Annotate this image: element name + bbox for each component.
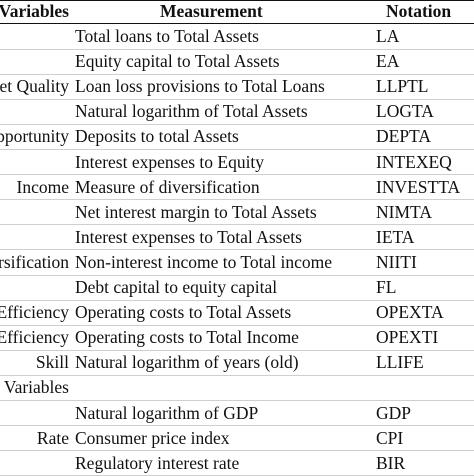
row-divider <box>0 450 474 452</box>
variable-cell: Income <box>16 176 69 197</box>
variable-cell: Skill <box>35 352 69 373</box>
row-divider <box>0 199 474 201</box>
row-divider <box>0 123 474 125</box>
notation-cell: NIMTA <box>376 201 432 222</box>
row-divider <box>0 98 474 100</box>
notation-cell: EA <box>376 51 400 72</box>
notation-cell: OPEXTA <box>376 302 444 323</box>
notation-cell: NIITI <box>376 251 417 272</box>
row-divider <box>0 400 474 401</box>
notation-cell: LLIFE <box>376 352 424 373</box>
row-divider <box>0 249 474 251</box>
notation-cell: CPI <box>376 427 404 448</box>
measurement-cell: Consumer price index <box>75 427 230 448</box>
measurement-cell: Natural logarithm of GDP <box>75 402 259 423</box>
variable-cell: Efficiency <box>0 327 69 348</box>
row-divider <box>0 324 474 326</box>
measurement-cell: Non-interest income to Total income <box>75 251 332 272</box>
table-row: Efficiency Operating costs to Total Asset… <box>0 300 474 325</box>
variable-cell: Opportunity <box>0 126 69 147</box>
row-divider <box>0 374 474 376</box>
table-top-rule <box>0 0 474 1</box>
measurement-cell: Natural logarithm of years (old) <box>75 352 299 373</box>
variable-cell: Efficiency <box>0 302 69 323</box>
measurement-cell: Measure of diversification <box>75 176 260 197</box>
measurement-cell: Interest expenses to Total Assets <box>75 226 302 247</box>
table-row: Regulatory interest rate BIR <box>0 451 474 476</box>
table-row: Income Measure of diversification INVESTTA <box>0 175 474 200</box>
measurement-cell: Equity capital to Total Assets <box>75 51 280 72</box>
table-header-rule <box>0 23 474 24</box>
measurement-cell: Operating costs to Total Income <box>75 327 299 348</box>
row-divider <box>0 299 474 301</box>
notation-cell: IETA <box>376 226 415 247</box>
notation-cell: LOGTA <box>376 101 434 122</box>
table-row: Variables <box>0 375 474 400</box>
variable-cell: Asset Quality <box>0 76 69 97</box>
header-notation: Notation <box>386 1 452 21</box>
table-row: Debt capital to equity capital FL <box>0 275 474 300</box>
table-row: Interest expenses to Total Assets IETA <box>0 225 474 250</box>
measurement-cell: Debt capital to equity capital <box>75 277 278 297</box>
row-divider <box>0 224 474 226</box>
notation-cell: OPEXTI <box>376 327 439 348</box>
measurement-cell: Loan loss provisions to Total Loans <box>75 76 325 97</box>
header-variables: Variables <box>0 1 69 21</box>
table-row: Efficiency Operating costs to Total Incom… <box>0 325 474 350</box>
variable-cell: Rate <box>36 427 69 448</box>
notation-cell: LA <box>376 26 400 46</box>
measurement-cell: Natural logarithm of Total Assets <box>75 101 308 122</box>
measurement-cell: Interest expenses to Equity <box>75 151 265 172</box>
measurement-cell: Net interest margin to Total Assets <box>75 201 317 222</box>
measurement-cell: Deposits to total Assets <box>75 126 239 147</box>
row-divider <box>0 149 474 150</box>
notation-cell: INTEXEQ <box>376 151 452 172</box>
table-row: Skill Natural logarithm of years (old) LLI… <box>0 350 474 375</box>
table-row: Equity capital to Total Assets EA <box>0 49 474 74</box>
row-divider <box>0 48 474 50</box>
measurement-cell: Operating costs to Total Assets <box>75 302 292 323</box>
table-row: Rate Consumer price index CPI <box>0 426 474 451</box>
table-row: Natural logarithm of GDP GDP <box>0 401 474 426</box>
table-row: Natural logarithm of Total Assets LOGTA <box>0 99 474 124</box>
row-divider <box>0 274 474 276</box>
variable-cell: Variables <box>3 377 69 398</box>
row-divider <box>0 349 474 351</box>
table-row: Asset Quality Loan loss provisions to Tot… <box>0 74 474 99</box>
row-divider <box>0 425 474 427</box>
table-row: Net interest margin to Total Assets NIMTA <box>0 200 474 225</box>
table-row: Interest expenses to Equity INTEXEQ <box>0 150 474 175</box>
header-measurement: Measurement <box>160 1 263 21</box>
notation-cell: FL <box>376 277 397 297</box>
variable-cell: Diversification <box>0 251 69 272</box>
notation-cell: BIR <box>376 452 406 473</box>
notation-cell: LLPTL <box>376 76 429 97</box>
measurement-cell: Total loans to Total Assets <box>75 26 259 46</box>
table-row: Total loans to Total Assets LA <box>0 24 474 49</box>
measurement-cell: Regulatory interest rate <box>75 452 240 473</box>
notation-cell: GDP <box>376 402 412 423</box>
row-divider <box>0 174 474 176</box>
table-row: Diversification Non-interest income to To… <box>0 250 474 275</box>
notation-cell: DEPTA <box>376 126 431 147</box>
table-header-row: Variables Measurement Notation <box>0 0 474 24</box>
table-row: Opportunity Deposits to total Assets DEPTA <box>0 124 474 149</box>
row-divider <box>0 73 474 75</box>
notation-cell: INVESTTA <box>376 176 461 197</box>
